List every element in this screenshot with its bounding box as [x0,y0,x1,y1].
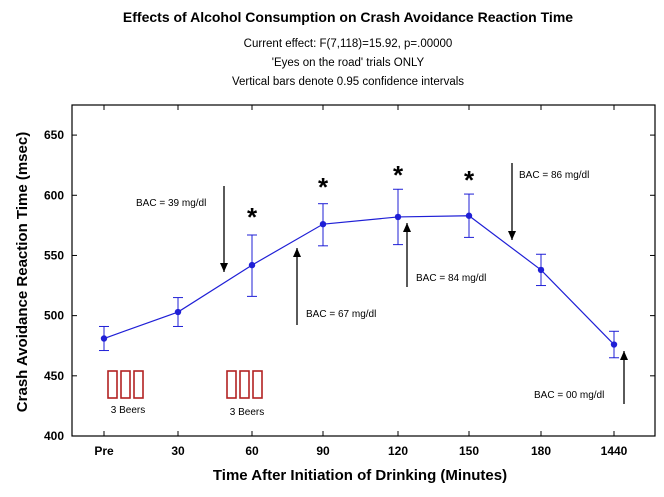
y-axis-title: Crash Avoidance Reaction Time (msec) [14,132,31,412]
data-point [610,341,618,348]
y-tick-label: 600 [44,188,64,202]
significance-star: * [393,160,404,190]
chart-subtitle-1: Current effect: F(7,118)=15.92, p=.00000 [244,38,453,50]
x-axis-title: Time After Initiation of Drinking (Minut… [213,467,507,484]
beer-glass-icon [226,370,237,399]
x-axis-ticks: Pre 30 60 90 120 150 180 1440 [94,105,628,458]
x-tick-label: 180 [531,444,551,458]
x-tick-label: 30 [171,444,185,458]
plot-frame [71,104,656,437]
data-series [100,212,618,348]
beer-glass-icon [107,370,118,399]
bac-annotation-label: BAC = 67 mg/dl [306,309,376,320]
bac-annotation-label: BAC = 84 mg/dl [416,273,486,284]
beer-glass-icon [239,370,250,399]
y-axis-ticks: 400 450 500 550 600 650 [44,128,655,443]
data-point [248,261,256,269]
annotation-arrow-head [293,248,301,257]
chart-subtitle-2: 'Eyes on the road' trials ONLY [272,57,425,69]
significance-star: * [318,172,329,202]
error-bars [99,188,619,359]
x-tick-label: 120 [388,444,408,458]
data-point [100,335,108,342]
significance-star: * [464,165,475,195]
y-tick-label: 550 [44,248,64,262]
annotation-arrow-head [220,263,228,272]
chart-title: Effects of Alcohol Consumption on Crash … [123,9,573,25]
beer-group-label: 3 Beers [111,405,145,416]
beer-glass-icon [252,370,263,399]
y-tick-label: 450 [44,369,64,383]
beer-groups: 3 Beers 3 Beers [107,370,264,418]
x-tick-label: 1440 [601,444,628,458]
annotation-arrow-head [508,231,516,240]
data-point [319,220,327,228]
beer-glass-icon [120,370,131,399]
data-point [394,213,402,221]
data-point [174,308,182,316]
x-tick-label: 60 [245,444,259,458]
y-tick-label: 400 [44,429,64,443]
x-tick-label: 90 [316,444,330,458]
significance-star: * [247,202,258,232]
x-tick-label: Pre [94,444,114,458]
bac-annotation-label: BAC = 00 mg/dl [534,390,604,401]
y-tick-label: 650 [44,128,64,142]
annotation-arrow-head [403,223,411,232]
y-tick-label: 500 [44,309,64,323]
annotation-arrow-head [620,351,628,360]
annotations: BAC = 39 mg/dl BAC = 67 mg/dl BAC = 84 mg/… [136,163,628,404]
beer-group-label: 3 Beers [230,407,264,418]
data-point [465,212,473,219]
chart-subtitle-3: Vertical bars denote 0.95 confidence int… [232,76,464,88]
series-line [103,215,615,345]
x-tick-label: 150 [459,444,479,458]
significance-markers: * * * * [247,160,475,232]
beer-glass-icon [133,370,144,399]
bac-annotation-label: BAC = 39 mg/dl [136,198,206,209]
data-point [537,266,545,274]
bac-annotation-label: BAC = 86 mg/dl [519,170,589,181]
